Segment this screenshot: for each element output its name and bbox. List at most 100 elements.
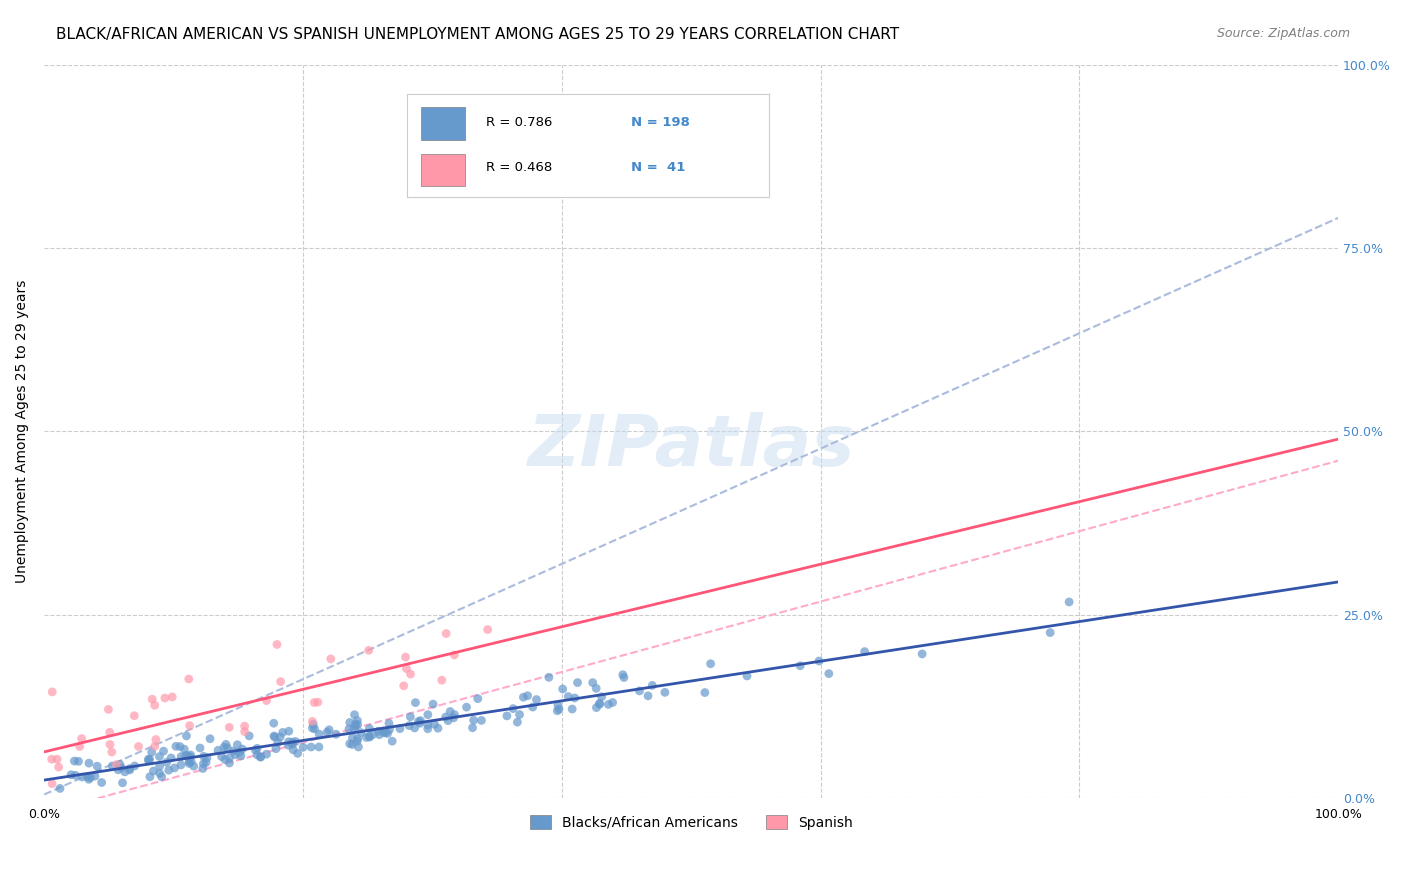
Point — [141, 745, 163, 759]
Point — [48, 760, 70, 774]
Point — [246, 747, 269, 762]
Point — [114, 764, 136, 779]
Point — [179, 756, 201, 771]
Point — [509, 707, 531, 722]
Point — [628, 684, 651, 698]
Point — [63, 754, 86, 768]
Point — [582, 675, 605, 690]
Point — [344, 717, 367, 731]
Point — [211, 749, 233, 764]
Point — [612, 667, 634, 681]
Point — [378, 716, 401, 731]
Point — [67, 754, 90, 768]
Point — [191, 762, 214, 776]
Point — [399, 667, 422, 681]
Point — [138, 752, 160, 766]
Point — [443, 707, 465, 722]
Point — [231, 742, 253, 756]
Text: ZIPatlas: ZIPatlas — [527, 411, 855, 481]
Point — [218, 751, 240, 765]
Text: BLACK/AFRICAN AMERICAN VS SPANISH UNEMPLOYMENT AMONG AGES 25 TO 29 YEARS CORRELA: BLACK/AFRICAN AMERICAN VS SPANISH UNEMPL… — [56, 27, 900, 42]
Point — [153, 691, 176, 706]
Point — [853, 644, 876, 658]
Point — [284, 734, 307, 748]
Point — [226, 738, 249, 752]
Point — [249, 750, 271, 764]
Point — [149, 766, 172, 780]
Point — [183, 759, 205, 773]
Point — [301, 714, 323, 729]
Point — [588, 697, 610, 711]
Point — [392, 679, 415, 693]
Point — [374, 725, 396, 739]
Point — [404, 696, 426, 710]
Point — [548, 702, 571, 716]
Point — [585, 681, 607, 696]
Point — [283, 743, 305, 757]
Point — [165, 739, 187, 754]
Point — [49, 781, 72, 796]
Point — [214, 752, 236, 766]
Point — [434, 710, 457, 724]
Point — [41, 685, 63, 699]
Point — [359, 722, 381, 736]
Point — [398, 718, 420, 732]
Point — [416, 707, 439, 722]
Point — [506, 715, 529, 730]
Point — [218, 720, 240, 734]
Point — [277, 738, 299, 752]
Point — [148, 749, 170, 764]
Point — [443, 711, 465, 725]
Point — [41, 752, 63, 766]
Point — [368, 728, 391, 742]
Point — [228, 745, 250, 759]
Point — [256, 747, 278, 762]
Point — [143, 698, 166, 713]
Point — [467, 691, 489, 706]
Point — [613, 671, 636, 685]
Point — [76, 770, 98, 784]
Point — [41, 777, 63, 791]
Point — [195, 751, 218, 765]
Point — [346, 734, 368, 748]
Point — [588, 697, 610, 711]
Point — [107, 763, 129, 777]
Point — [343, 722, 366, 736]
Point — [319, 652, 342, 666]
Point — [316, 725, 339, 739]
Point — [173, 742, 195, 756]
Point — [557, 690, 579, 704]
Point — [292, 740, 315, 755]
Point — [69, 739, 91, 754]
Point — [156, 756, 179, 770]
Point — [238, 729, 260, 743]
Point — [699, 657, 721, 671]
Point — [269, 730, 291, 744]
Point — [218, 756, 240, 770]
Point — [118, 763, 141, 777]
Point — [177, 748, 200, 763]
Point — [422, 697, 444, 711]
Text: Source: ZipAtlas.com: Source: ZipAtlas.com — [1216, 27, 1350, 40]
Point — [212, 740, 235, 755]
Point — [304, 722, 326, 736]
Point — [224, 747, 246, 762]
Point — [65, 768, 87, 782]
Point — [77, 756, 100, 771]
Point — [461, 721, 484, 735]
Point — [179, 718, 201, 732]
Point — [343, 707, 366, 722]
Point — [281, 737, 304, 751]
Point — [301, 721, 323, 735]
Point — [789, 658, 811, 673]
Point — [437, 714, 460, 728]
Point — [477, 623, 499, 637]
Point — [637, 689, 659, 703]
Point — [911, 647, 934, 661]
Point — [46, 752, 69, 766]
Point — [502, 701, 524, 715]
Point — [179, 750, 201, 764]
Point — [359, 730, 381, 744]
Point — [344, 719, 367, 733]
Point — [271, 725, 294, 739]
